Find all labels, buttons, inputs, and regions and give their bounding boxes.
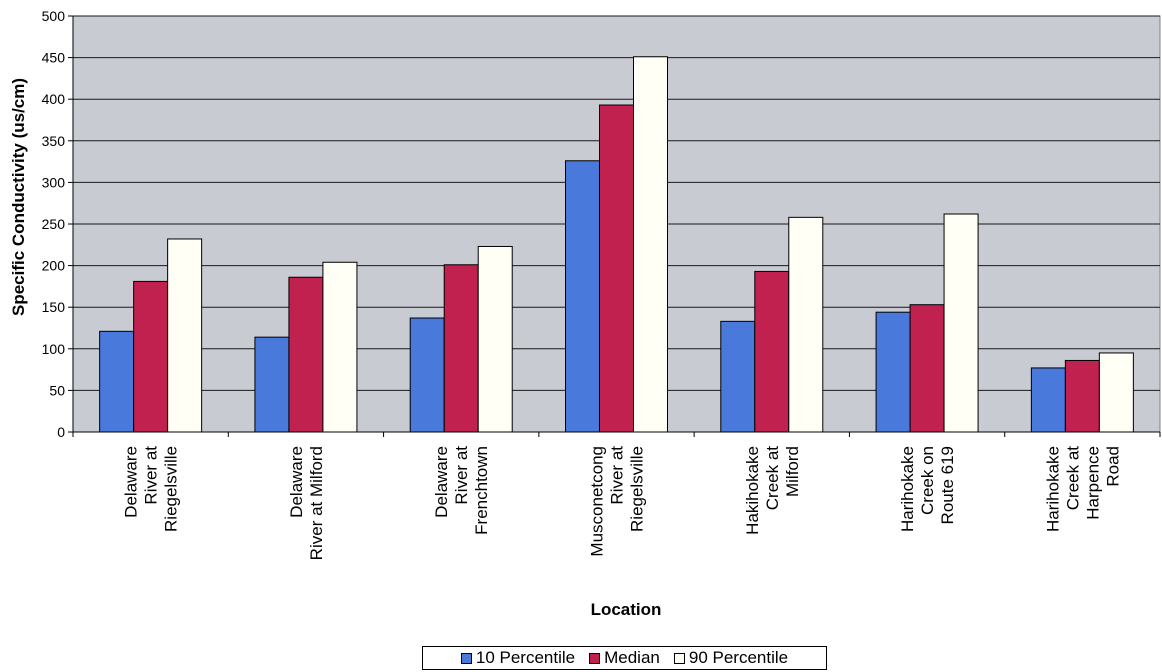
- x-tick-label-line: Delaware: [287, 446, 306, 518]
- x-tick-label: HakihokakeCreek atMilford: [743, 446, 802, 535]
- gridlines: [73, 15, 1160, 391]
- legend-item-90-percentile: 90 Percentile: [673, 648, 789, 668]
- x-tick-label-line: Creek at: [1063, 446, 1082, 511]
- x-tick-label: DelawareRiver atFrenchtown: [432, 446, 491, 535]
- bar-10-percentile: [565, 160, 600, 433]
- y-tick-label: 500: [42, 8, 66, 24]
- x-tick-label-line: Harihokake: [898, 446, 917, 532]
- bar-90-percentile: [1098, 352, 1134, 433]
- x-tick-label-line: Riegelsville: [628, 446, 647, 532]
- y-tick-label: 350: [42, 133, 66, 149]
- x-tick-label-line: Harihokake: [1043, 446, 1062, 532]
- x-tick-label: HarihokakeCreek atHarpenceRoad: [1043, 446, 1122, 532]
- x-tick-label-line: Frenchtown: [472, 446, 491, 535]
- x-tick-label: DelawareRiver at Milford: [287, 446, 326, 560]
- bar-90-percentile: [943, 213, 979, 433]
- y-tick-label: 50: [49, 382, 65, 398]
- bar-10-percentile: [720, 320, 756, 433]
- x-tick-label-line: Hakihokake: [743, 446, 762, 535]
- legend-swatch-white: [673, 652, 685, 664]
- bar-10-percentile: [875, 311, 911, 433]
- legend-swatch-red: [589, 652, 601, 664]
- x-tick-label-line: Harpence: [1083, 446, 1102, 520]
- x-tick-label-line: Delaware: [432, 446, 451, 518]
- bar-90-percentile: [322, 261, 358, 433]
- x-tick-label: DelawareRiver atRiegelsville: [122, 446, 181, 532]
- axes: [68, 15, 1161, 437]
- bar-median: [443, 264, 479, 433]
- x-tick-label-line: River at: [452, 446, 471, 505]
- bar-10-percentile: [409, 317, 445, 433]
- bar-10-percentile: [99, 330, 135, 433]
- x-tick-label-line: Musconetcong: [588, 446, 607, 557]
- x-tick-labels: DelawareRiver atRiegelsville DelawareRive…: [122, 446, 1123, 561]
- legend-swatch-blue: [460, 652, 472, 664]
- x-tick-label-line: River at Milford: [307, 446, 326, 560]
- bar-median: [288, 276, 324, 433]
- legend-item-10-percentile: 10 Percentile: [460, 648, 576, 668]
- legend-item-median: Median: [589, 648, 660, 668]
- x-tick-label-line: River at: [608, 446, 627, 505]
- x-tick-label-line: Riegelsville: [162, 446, 181, 532]
- bar-median: [599, 104, 634, 433]
- x-tick-label-line: Creek on: [918, 446, 937, 515]
- x-tick-label-line: Delaware: [122, 446, 141, 518]
- y-tick-label: 200: [42, 258, 66, 274]
- y-tick-label: 150: [42, 299, 66, 315]
- y-axis-title: Specific Conductivity (us/cm): [9, 78, 28, 316]
- bar-median: [754, 270, 790, 433]
- legend: 10 Percentile Median 90 Percentile: [422, 646, 827, 670]
- y-tick-label: 450: [42, 50, 66, 66]
- legend-label: Median: [604, 648, 660, 667]
- x-tick-label-line: Route 619: [938, 446, 957, 524]
- y-tick-label: 250: [42, 216, 66, 232]
- legend-label: 10 Percentile: [475, 648, 576, 667]
- x-tick-label-line: Road: [1103, 446, 1122, 487]
- y-tick-label: 100: [42, 341, 66, 357]
- legend-label: 90 Percentile: [688, 648, 789, 667]
- bar-90-percentile: [167, 238, 203, 433]
- bar-90-percentile: [477, 245, 513, 433]
- x-tick-label: MusconetcongRiver atRiegelsville: [588, 446, 647, 557]
- y-tick-label: 0: [57, 424, 65, 440]
- bar-90-percentile: [633, 56, 668, 433]
- x-tick-label-line: Milford: [783, 446, 802, 497]
- y-tick-labels: 0 50 100 150 200 250 300 350 400 450 500: [42, 8, 66, 440]
- x-axis-title: Location: [591, 600, 662, 619]
- y-tick-label: 400: [42, 91, 66, 107]
- y-tick-label: 300: [42, 174, 66, 190]
- x-tick-label-line: River at: [142, 446, 161, 505]
- bar-median: [133, 280, 169, 433]
- bar-median: [909, 304, 945, 433]
- bar-median: [1064, 359, 1100, 433]
- x-tick-label-line: Creek at: [763, 446, 782, 511]
- bar-10-percentile: [254, 336, 290, 433]
- bar-90-percentile: [788, 216, 824, 433]
- x-tick-label: HarihokakeCreek onRoute 619: [898, 446, 957, 532]
- bar-10-percentile: [1030, 367, 1066, 433]
